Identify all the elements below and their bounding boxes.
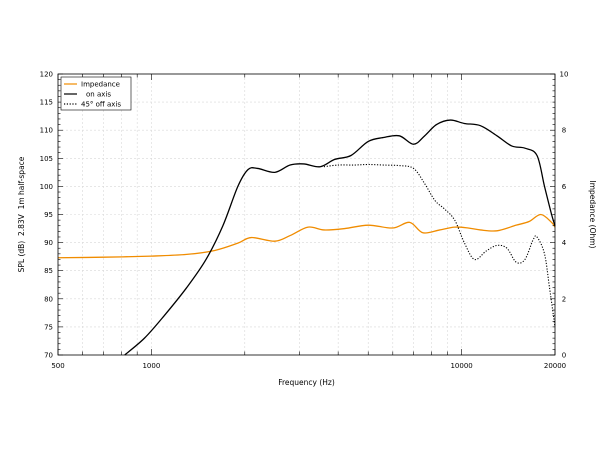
- legend-label-impedance: Impedance: [81, 81, 120, 89]
- legend-label-on-axis: on axis: [86, 91, 111, 99]
- y-right-tick-label: 6: [562, 183, 567, 191]
- y-left-tick-label: 80: [44, 295, 53, 303]
- y-left-tick-label: 90: [44, 239, 53, 247]
- y-left-tick-label: 85: [44, 267, 53, 275]
- y-left-tick-label: 105: [40, 155, 53, 163]
- grid: [58, 74, 555, 355]
- y-right-tick-label: 10: [560, 71, 569, 79]
- x-tick-label: 500: [51, 362, 64, 370]
- y-left-tick-label: 115: [40, 99, 53, 107]
- y-left-tick-label: 75: [44, 323, 53, 331]
- y-right-axis-label: Impedance (Ohm): [588, 181, 597, 249]
- y-right-axis: 0 2 4 6 8 10: [550, 71, 568, 360]
- y-left-tick-label: 120: [40, 71, 53, 79]
- y-left-axis: 70 75 80 85 90 95 100 105 110 115 120: [40, 71, 63, 360]
- series-layer: [57, 119, 556, 356]
- legend: Impedance on axis 45° off axis: [60, 76, 132, 111]
- x-tick-label: 20000: [544, 362, 566, 370]
- series-line-on-axis: [124, 119, 556, 356]
- y-left-tick-label: 70: [44, 352, 53, 360]
- x-axis-label: Frequency (Hz): [278, 378, 335, 387]
- y-left-tick-label: 100: [40, 183, 53, 191]
- y-left-tick-label: 95: [44, 211, 53, 219]
- y-left-tick-label: 110: [40, 127, 53, 135]
- y-right-tick-label: 4: [562, 239, 567, 247]
- x-tick-label: 10000: [450, 362, 472, 370]
- legend-label-off-axis: 45° off axis: [81, 101, 121, 109]
- x-tick-label: 1000: [142, 362, 160, 370]
- series-line-impedance: [57, 213, 556, 259]
- y-right-tick-label: 8: [562, 127, 566, 135]
- series-line-off-axis: [323, 163, 556, 327]
- x-axis: 500 1000 10000 20000: [51, 74, 566, 370]
- y-left-axis-label: SPL (dB) 2.83V 1m half-space: [17, 156, 26, 272]
- y-right-tick-label: 2: [562, 295, 566, 303]
- y-right-tick-label: 0: [562, 352, 566, 360]
